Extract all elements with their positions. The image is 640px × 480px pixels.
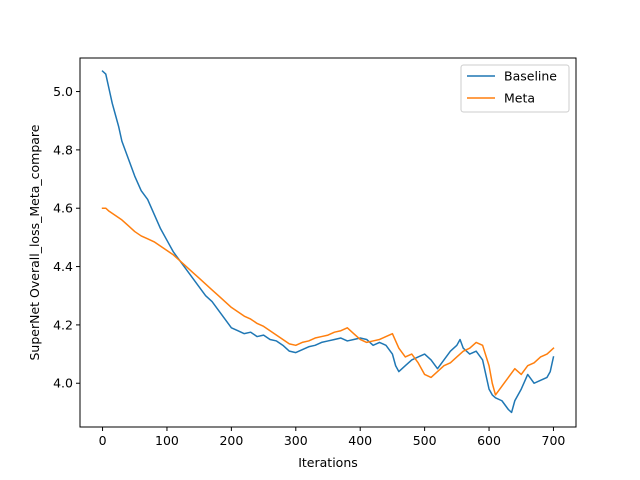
y-tick-label: 4.4: [53, 259, 73, 274]
x-tick-label: 400: [348, 433, 372, 448]
legend-label-meta: Meta: [504, 91, 535, 106]
y-tick-label: 4.0: [53, 376, 73, 391]
x-tick-label: 700: [542, 433, 566, 448]
x-tick-label: 600: [477, 433, 501, 448]
y-tick-label: 4.2: [53, 317, 73, 332]
x-tick-label: 500: [413, 433, 437, 448]
legend-label-baseline: Baseline: [504, 69, 557, 84]
legend: Baseline Meta: [461, 65, 569, 112]
x-tick-label: 200: [219, 433, 243, 448]
x-tick-label: 0: [99, 433, 107, 448]
y-tick-label: 4.6: [53, 201, 73, 216]
y-tick-label: 5.0: [53, 84, 73, 99]
x-axis-label: Iterations: [298, 455, 358, 470]
x-tick-label: 100: [155, 433, 179, 448]
y-tick-label: 4.8: [53, 142, 73, 157]
x-tick-label: 300: [284, 433, 308, 448]
y-axis-label: SuperNet Overall_loss_Meta_compare: [27, 124, 42, 360]
